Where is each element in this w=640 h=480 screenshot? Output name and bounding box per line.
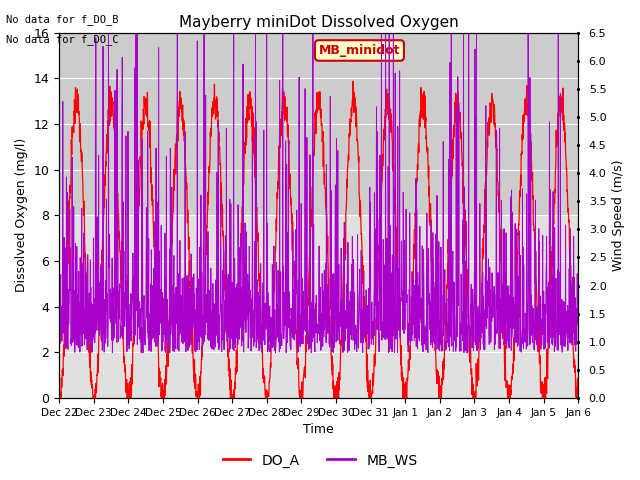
Bar <box>59 33 579 215</box>
X-axis label: Time: Time <box>303 423 334 436</box>
Title: Mayberry miniDot Dissolved Oxygen: Mayberry miniDot Dissolved Oxygen <box>179 15 459 30</box>
Text: MB_minidot: MB_minidot <box>319 44 400 57</box>
Text: No data for f_DO_C: No data for f_DO_C <box>6 34 119 45</box>
Y-axis label: Dissolved Oxygen (mg/l): Dissolved Oxygen (mg/l) <box>15 138 28 292</box>
Text: No data for f_DO_B: No data for f_DO_B <box>6 14 119 25</box>
Legend: DO_A, MB_WS: DO_A, MB_WS <box>217 448 423 473</box>
Y-axis label: Wind Speed (m/s): Wind Speed (m/s) <box>612 159 625 271</box>
